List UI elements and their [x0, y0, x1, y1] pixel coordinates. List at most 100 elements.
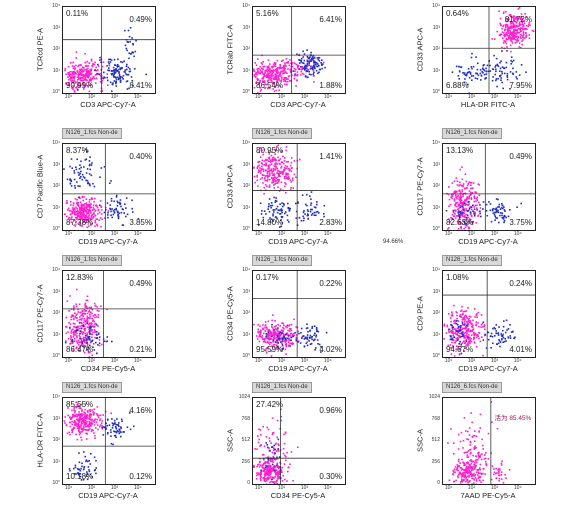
event-dot	[459, 190, 461, 193]
event-dot	[90, 198, 93, 200]
event-dot	[76, 181, 78, 183]
event-dot	[272, 77, 274, 80]
event-dot	[111, 340, 113, 343]
event-dot	[65, 332, 67, 335]
event-dot	[456, 468, 458, 470]
quadrant-percent-ul: 0.17%	[256, 273, 279, 282]
event-dot	[74, 219, 76, 221]
event-dot	[309, 56, 311, 58]
event-dot	[74, 225, 77, 227]
event-dot	[98, 310, 100, 312]
event-dot	[473, 332, 475, 334]
event-dot	[90, 83, 93, 86]
event-dot	[499, 75, 501, 77]
event-dot	[281, 60, 283, 62]
event-dot	[83, 196, 85, 198]
event-dot	[458, 464, 461, 467]
event-dot	[456, 320, 458, 322]
event-dot	[460, 431, 463, 434]
event-dot	[302, 211, 305, 214]
event-dot	[279, 64, 281, 66]
event-dot	[469, 473, 472, 476]
event-dot	[88, 416, 91, 418]
event-dot	[276, 70, 279, 72]
event-dot	[77, 426, 80, 429]
event-dot	[473, 200, 476, 203]
event-dot	[275, 177, 277, 179]
event-dot	[119, 77, 121, 80]
y-tick-label: 10°	[52, 480, 60, 486]
event-dot	[318, 64, 320, 67]
event-dot	[267, 446, 269, 449]
event-dot	[470, 184, 472, 186]
event-dot	[275, 333, 277, 336]
event-dot	[85, 416, 87, 418]
event-dot	[264, 462, 267, 465]
event-dot	[84, 332, 86, 335]
event-dot	[73, 65, 75, 68]
event-dot	[297, 67, 300, 70]
event-dot	[83, 411, 85, 414]
x-tick-label: 10¹	[444, 231, 453, 237]
event-dot	[273, 447, 275, 450]
event-dot	[452, 326, 455, 328]
event-dot	[74, 67, 76, 69]
event-dot	[289, 339, 291, 341]
event-dot	[465, 74, 468, 77]
event-dot	[463, 315, 466, 317]
event-dot	[131, 207, 133, 210]
event-dot	[257, 165, 259, 168]
event-dot	[264, 72, 266, 74]
event-dot	[271, 177, 273, 179]
event-dot	[493, 326, 496, 329]
event-dot	[90, 203, 92, 205]
x-axis-label: CD19 APC-Cy7-A	[78, 237, 138, 246]
event-dot	[457, 320, 460, 322]
event-dot	[478, 194, 481, 197]
event-dot	[80, 425, 82, 428]
quadrant-percent-ul: 12.83%	[66, 273, 94, 282]
event-dot	[467, 329, 470, 332]
event-dot	[110, 435, 112, 437]
event-dot	[75, 423, 78, 426]
event-dot	[290, 329, 293, 332]
event-dot	[285, 183, 287, 185]
event-dot	[477, 311, 480, 314]
event-dot	[527, 25, 529, 28]
event-dot	[281, 202, 283, 204]
event-dot	[497, 206, 499, 208]
event-dot	[278, 476, 281, 478]
event-dot	[495, 330, 497, 332]
event-dot	[278, 226, 281, 228]
event-dot	[80, 70, 83, 73]
event-dot	[114, 72, 116, 74]
event-dot	[297, 201, 299, 203]
event-dot	[468, 181, 470, 183]
event-dot	[511, 35, 514, 38]
event-dot	[72, 67, 75, 70]
event-dot	[265, 163, 267, 165]
event-dot	[73, 334, 75, 336]
event-dot	[132, 43, 134, 45]
event-dot	[456, 180, 459, 183]
event-dot	[458, 196, 461, 199]
event-dot	[81, 204, 84, 206]
x-tick-label: 10⁴	[513, 358, 522, 364]
event-dot	[493, 54, 495, 57]
event-dot	[74, 420, 76, 423]
event-dot	[93, 349, 96, 351]
event-dot	[266, 172, 269, 175]
event-dot	[528, 22, 531, 24]
event-dot	[448, 331, 451, 333]
event-dot	[511, 42, 514, 44]
event-dot	[473, 208, 476, 210]
event-dot	[480, 79, 482, 81]
event-dot	[511, 60, 513, 63]
event-dot	[96, 72, 98, 75]
event-dot	[517, 8, 520, 10]
event-dot	[497, 209, 499, 212]
event-dot	[259, 169, 262, 172]
event-dot	[259, 202, 262, 205]
quadrant-percent-ll: 6.88%	[446, 81, 469, 90]
event-dot	[289, 70, 292, 72]
